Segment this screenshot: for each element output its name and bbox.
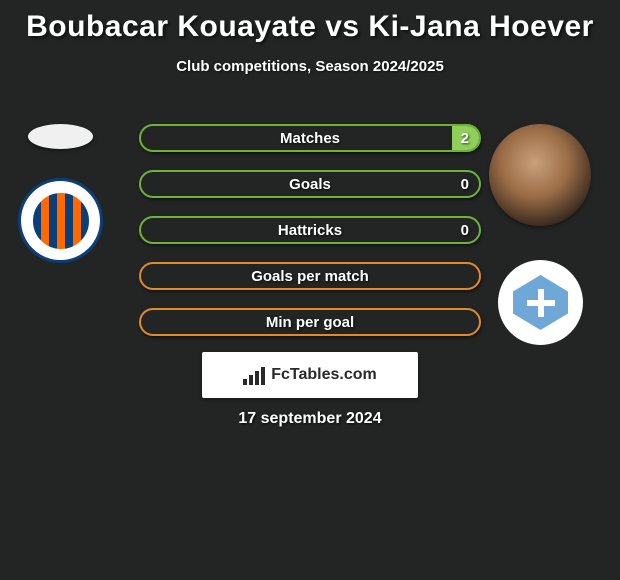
club-right-cross-icon — [527, 289, 555, 317]
bar-chart-icon — [243, 365, 265, 385]
stat-bar: Min per goal — [139, 308, 481, 336]
stat-bar-label: Hattricks — [141, 218, 479, 242]
club-right-badge-inner — [513, 275, 568, 330]
stat-bars-container: Matches2Goals0Hattricks0Goals per matchM… — [139, 124, 481, 354]
player-right-avatar — [489, 124, 591, 226]
stat-bar-right-value: 0 — [461, 218, 469, 242]
club-right-badge — [498, 260, 583, 345]
club-left-badge — [18, 178, 103, 263]
stat-bar-label: Matches — [141, 126, 479, 150]
club-left-badge-inner — [30, 190, 92, 252]
brand-text: FcTables.com — [271, 366, 377, 384]
comparison-subtitle: Club competitions, Season 2024/2025 — [0, 58, 620, 75]
player-left-avatar — [28, 124, 93, 149]
comparison-title: Boubacar Kouayate vs Ki-Jana Hoever — [0, 0, 620, 44]
stat-bar: Goals per match — [139, 262, 481, 290]
stat-bar-label: Min per goal — [141, 310, 479, 334]
stat-bar-label: Goals — [141, 172, 479, 196]
stat-bar: Hattricks0 — [139, 216, 481, 244]
stat-bar: Goals0 — [139, 170, 481, 198]
stat-bar: Matches2 — [139, 124, 481, 152]
stat-bar-label: Goals per match — [141, 264, 479, 288]
brand-box: FcTables.com — [202, 352, 418, 398]
stat-bar-right-value: 2 — [461, 126, 469, 150]
snapshot-date: 17 september 2024 — [0, 410, 620, 428]
stat-bar-right-value: 0 — [461, 172, 469, 196]
